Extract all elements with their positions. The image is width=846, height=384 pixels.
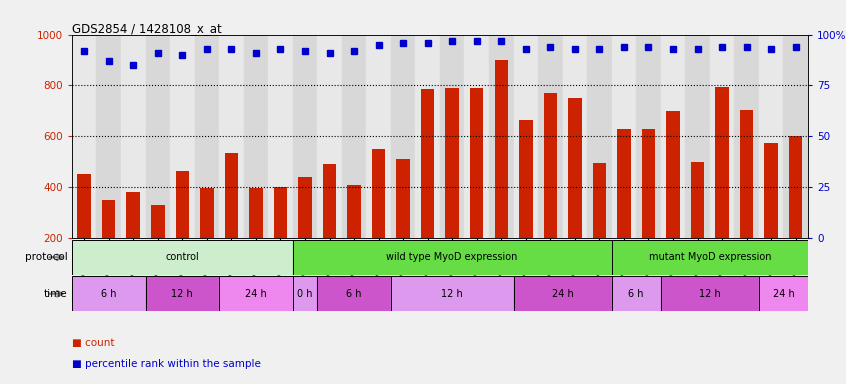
Text: control: control <box>166 252 199 262</box>
Bar <box>78 174 91 238</box>
Bar <box>72 35 96 238</box>
Bar <box>544 93 557 238</box>
Text: 24 h: 24 h <box>772 289 794 299</box>
Bar <box>612 240 808 275</box>
Text: 6 h: 6 h <box>101 289 117 299</box>
Bar <box>219 35 244 238</box>
Text: 24 h: 24 h <box>245 289 266 299</box>
Bar <box>274 187 287 238</box>
Bar <box>219 276 293 311</box>
Bar <box>740 109 753 238</box>
Bar <box>538 35 563 238</box>
Text: protocol: protocol <box>25 252 68 262</box>
Bar <box>593 163 606 238</box>
Bar <box>268 35 293 238</box>
Text: ■ count: ■ count <box>72 338 114 348</box>
Bar <box>293 240 612 275</box>
Bar <box>146 276 219 311</box>
Bar <box>397 159 409 238</box>
Bar <box>489 35 514 238</box>
Bar <box>519 120 532 238</box>
Bar <box>716 87 728 238</box>
Bar <box>446 88 459 238</box>
Bar <box>612 276 661 311</box>
Bar <box>348 185 360 238</box>
Bar <box>372 149 385 238</box>
Bar <box>201 189 213 238</box>
Bar <box>72 276 146 311</box>
Text: 24 h: 24 h <box>552 289 574 299</box>
Bar <box>342 35 366 238</box>
Bar <box>391 276 514 311</box>
Bar <box>102 200 115 238</box>
Bar <box>661 35 685 238</box>
Bar <box>759 35 783 238</box>
Bar <box>464 35 489 238</box>
Bar <box>759 276 808 311</box>
Text: 12 h: 12 h <box>699 289 721 299</box>
Bar <box>514 276 612 311</box>
Text: 6 h: 6 h <box>346 289 362 299</box>
Bar <box>146 35 170 238</box>
Bar <box>299 177 311 238</box>
Text: 12 h: 12 h <box>172 289 193 299</box>
Bar <box>293 276 317 311</box>
Bar <box>667 111 679 238</box>
Bar <box>244 35 268 238</box>
Bar <box>440 35 464 238</box>
Bar <box>225 153 238 238</box>
Bar <box>170 35 195 238</box>
Bar <box>391 35 415 238</box>
Bar <box>176 170 189 238</box>
Text: GDS2854 / 1428108_x_at: GDS2854 / 1428108_x_at <box>72 22 222 35</box>
Bar <box>765 143 777 238</box>
Bar <box>495 60 508 238</box>
Text: 12 h: 12 h <box>442 289 463 299</box>
Bar <box>618 129 630 238</box>
Bar <box>563 35 587 238</box>
Text: ■ percentile rank within the sample: ■ percentile rank within the sample <box>72 359 261 369</box>
Bar <box>569 98 581 238</box>
Bar <box>470 88 483 238</box>
Bar <box>250 189 262 238</box>
Bar <box>121 35 146 238</box>
Bar <box>421 89 434 238</box>
Bar <box>734 35 759 238</box>
Text: mutant MyoD expression: mutant MyoD expression <box>649 252 771 262</box>
Bar <box>323 164 336 238</box>
Bar <box>789 136 802 238</box>
Bar <box>710 35 734 238</box>
Bar <box>72 240 293 275</box>
Bar <box>317 276 391 311</box>
Bar <box>317 35 342 238</box>
Bar <box>96 35 121 238</box>
Bar <box>587 35 612 238</box>
Bar <box>514 35 538 238</box>
Bar <box>612 35 636 238</box>
Bar <box>783 35 808 238</box>
Bar <box>151 205 164 238</box>
Text: 6 h: 6 h <box>629 289 644 299</box>
Bar <box>415 35 440 238</box>
Bar <box>366 35 391 238</box>
Bar <box>685 35 710 238</box>
Bar <box>661 276 759 311</box>
Bar <box>293 35 317 238</box>
Bar <box>636 35 661 238</box>
Text: 0 h: 0 h <box>297 289 313 299</box>
Bar <box>691 162 704 238</box>
Text: time: time <box>44 289 68 299</box>
Bar <box>195 35 219 238</box>
Bar <box>642 129 655 238</box>
Text: wild type MyoD expression: wild type MyoD expression <box>387 252 518 262</box>
Bar <box>127 192 140 238</box>
